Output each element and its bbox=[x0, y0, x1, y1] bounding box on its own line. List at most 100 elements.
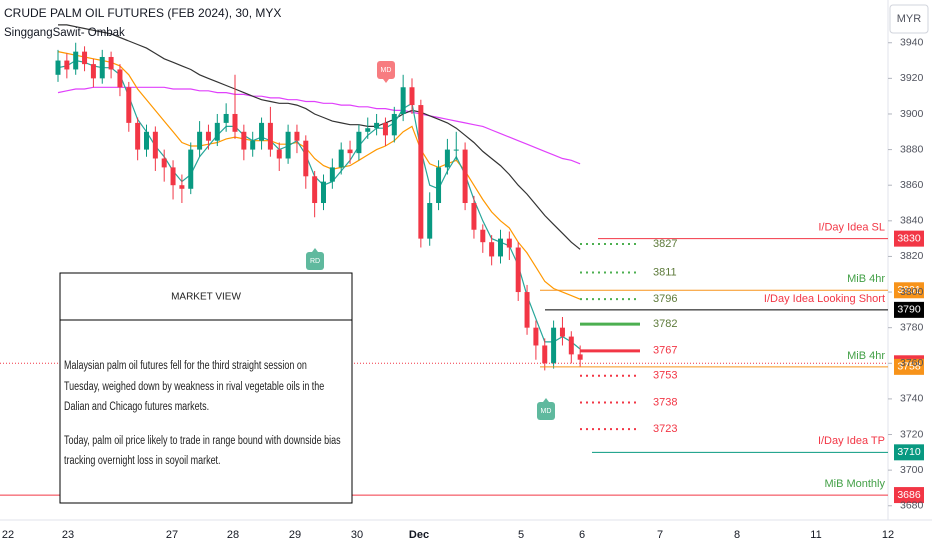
candle-body bbox=[90, 64, 96, 79]
level-label: I/Day Idea TP bbox=[818, 435, 885, 447]
candle-body bbox=[329, 167, 335, 182]
candle-body bbox=[179, 185, 185, 189]
signal-marker-label: MD bbox=[541, 408, 552, 415]
x-tick-label: 6 bbox=[579, 529, 585, 541]
level-label: I/Day Idea SL bbox=[818, 222, 885, 234]
y-tick-label: 3780 bbox=[900, 321, 924, 333]
signal-marker-tip bbox=[312, 248, 318, 252]
x-tick-label: 29 bbox=[289, 529, 301, 541]
candle-body bbox=[365, 128, 371, 132]
y-tick-label: 3680 bbox=[900, 500, 924, 512]
level-label: MiB Monthly bbox=[824, 478, 885, 490]
market-view-text: Malaysian palm oil futures fell for the … bbox=[64, 356, 345, 485]
candle-body bbox=[55, 60, 61, 75]
candle-body bbox=[285, 131, 291, 159]
candle-body bbox=[347, 149, 353, 154]
candle-body bbox=[321, 181, 326, 204]
candle-body bbox=[356, 131, 362, 154]
candle-body bbox=[259, 122, 265, 141]
level-label: MiB 4hr bbox=[847, 273, 885, 285]
moving-average bbox=[57, 51, 581, 300]
y-tick-label: 3740 bbox=[900, 393, 924, 405]
candle-body bbox=[170, 167, 176, 186]
x-tick-label: 12 bbox=[882, 529, 894, 541]
y-tick-label: 3900 bbox=[900, 108, 924, 120]
candle-body bbox=[267, 122, 273, 150]
price-box-label: 3830 bbox=[897, 232, 921, 244]
candle-body bbox=[312, 176, 318, 204]
candle-body bbox=[462, 149, 468, 204]
signal-marker-tip bbox=[383, 79, 389, 83]
moving-average bbox=[58, 24, 581, 250]
moving-average bbox=[57, 86, 581, 165]
y-tick-label: 3940 bbox=[900, 37, 924, 49]
candle-body bbox=[223, 113, 229, 123]
candle-body bbox=[471, 203, 477, 230]
candle-body bbox=[99, 56, 105, 79]
x-tick-label: Dec bbox=[409, 529, 429, 541]
candle-body bbox=[480, 229, 486, 243]
candle-body bbox=[453, 149, 459, 151]
candle-body bbox=[73, 51, 79, 70]
currency[interactable]: MYR bbox=[897, 13, 922, 25]
candle-body bbox=[436, 167, 442, 204]
candle-body bbox=[188, 149, 194, 189]
symbol-title: CRUDE PALM OIL FUTURES (FEB 2024), 30, M… bbox=[4, 6, 281, 20]
candle-body bbox=[232, 113, 238, 132]
price-box bbox=[894, 282, 924, 299]
price-box-label: 3790 bbox=[897, 304, 921, 316]
price-box-label: 3801 bbox=[897, 284, 921, 296]
candle-body bbox=[276, 149, 282, 159]
y-tick-label: 3800 bbox=[900, 286, 924, 298]
signal-marker-label: MD bbox=[381, 67, 392, 74]
price-box-label: 3758 bbox=[897, 361, 921, 373]
level-value: 3753 bbox=[653, 370, 677, 382]
candle-body bbox=[418, 105, 424, 239]
candle-body bbox=[294, 131, 300, 141]
candle-body bbox=[551, 327, 557, 364]
candle-body bbox=[152, 131, 158, 159]
level-label: MiB 4hr bbox=[847, 350, 885, 362]
candle-body bbox=[214, 122, 220, 141]
price-box-label: 3686 bbox=[897, 489, 921, 501]
paragraph: Malaysian palm oil futures fell for the … bbox=[64, 360, 325, 413]
level-value: 3767 bbox=[653, 345, 677, 357]
y-tick-label: 3880 bbox=[900, 143, 924, 155]
candle-body bbox=[489, 242, 495, 257]
candle-body bbox=[524, 292, 530, 328]
y-tick-label: 3820 bbox=[900, 250, 924, 262]
candle-body bbox=[135, 122, 141, 150]
candle-body bbox=[427, 203, 433, 239]
price-box bbox=[894, 301, 924, 318]
candle-body bbox=[374, 122, 380, 129]
candle-body bbox=[64, 60, 70, 70]
level-value: 3738 bbox=[653, 396, 677, 408]
candle-body bbox=[515, 247, 521, 293]
candle-body bbox=[161, 158, 167, 168]
x-tick-label: 5 bbox=[518, 529, 524, 541]
price-box bbox=[894, 444, 924, 461]
y-tick-label: 3700 bbox=[900, 464, 924, 476]
y-tick-label: 3840 bbox=[900, 215, 924, 227]
signal-marker-tip bbox=[543, 398, 549, 402]
level-value: 3796 bbox=[653, 293, 677, 305]
candle-body bbox=[241, 131, 247, 150]
candle-body bbox=[108, 56, 114, 70]
candle-body bbox=[382, 122, 388, 136]
y-tick-label: 3720 bbox=[900, 428, 924, 440]
moving-average bbox=[57, 59, 581, 350]
signal-marker bbox=[377, 61, 395, 79]
candle-body bbox=[338, 149, 344, 168]
signal-marker bbox=[306, 252, 324, 270]
candle-body bbox=[444, 149, 450, 168]
x-tick-label: 22 bbox=[2, 529, 14, 541]
signal-marker-label: RD bbox=[310, 258, 320, 265]
candle-body bbox=[117, 69, 123, 88]
candle-body bbox=[126, 87, 132, 123]
currency-box[interactable] bbox=[889, 4, 929, 34]
y-tick-label: 3860 bbox=[900, 179, 924, 191]
x-tick-label: 28 bbox=[227, 529, 239, 541]
candle-body bbox=[197, 131, 203, 150]
